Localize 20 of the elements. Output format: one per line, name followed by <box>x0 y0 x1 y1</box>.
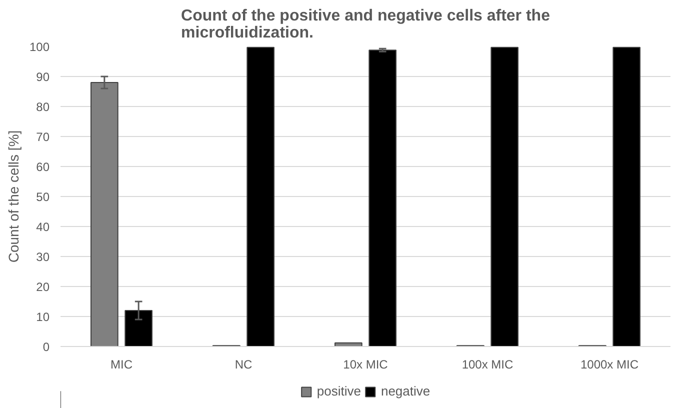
y-tick-label: 100 <box>29 40 50 54</box>
x-tick-label: 10x MIC <box>343 358 388 372</box>
chart-title: Count of the positive and negative cells after the microfluidization. <box>181 8 550 42</box>
x-tick-label: 1000x MIC <box>580 358 639 372</box>
x-tick-label: NC <box>234 358 252 372</box>
y-tick-label: 40 <box>36 220 50 234</box>
y-tick-label: 20 <box>36 280 50 294</box>
y-tick-label: 10 <box>36 310 50 324</box>
y-tick-label: 90 <box>36 70 50 84</box>
legend-label: negative <box>380 384 430 398</box>
y-tick-label: 0 <box>42 340 50 354</box>
x-tick-label: 100x MIC <box>462 358 514 372</box>
y-axis-title: Count of the cells [%] <box>5 130 22 263</box>
y-tick-label: 30 <box>36 250 50 264</box>
y-tick-label: 60 <box>36 160 50 174</box>
y-tick-label: 80 <box>36 100 50 114</box>
y-tick-label: 70 <box>36 130 50 144</box>
x-tick-label: MIC <box>110 358 133 372</box>
legend-label: positive <box>316 384 361 398</box>
y-tick-label: 50 <box>36 190 50 204</box>
